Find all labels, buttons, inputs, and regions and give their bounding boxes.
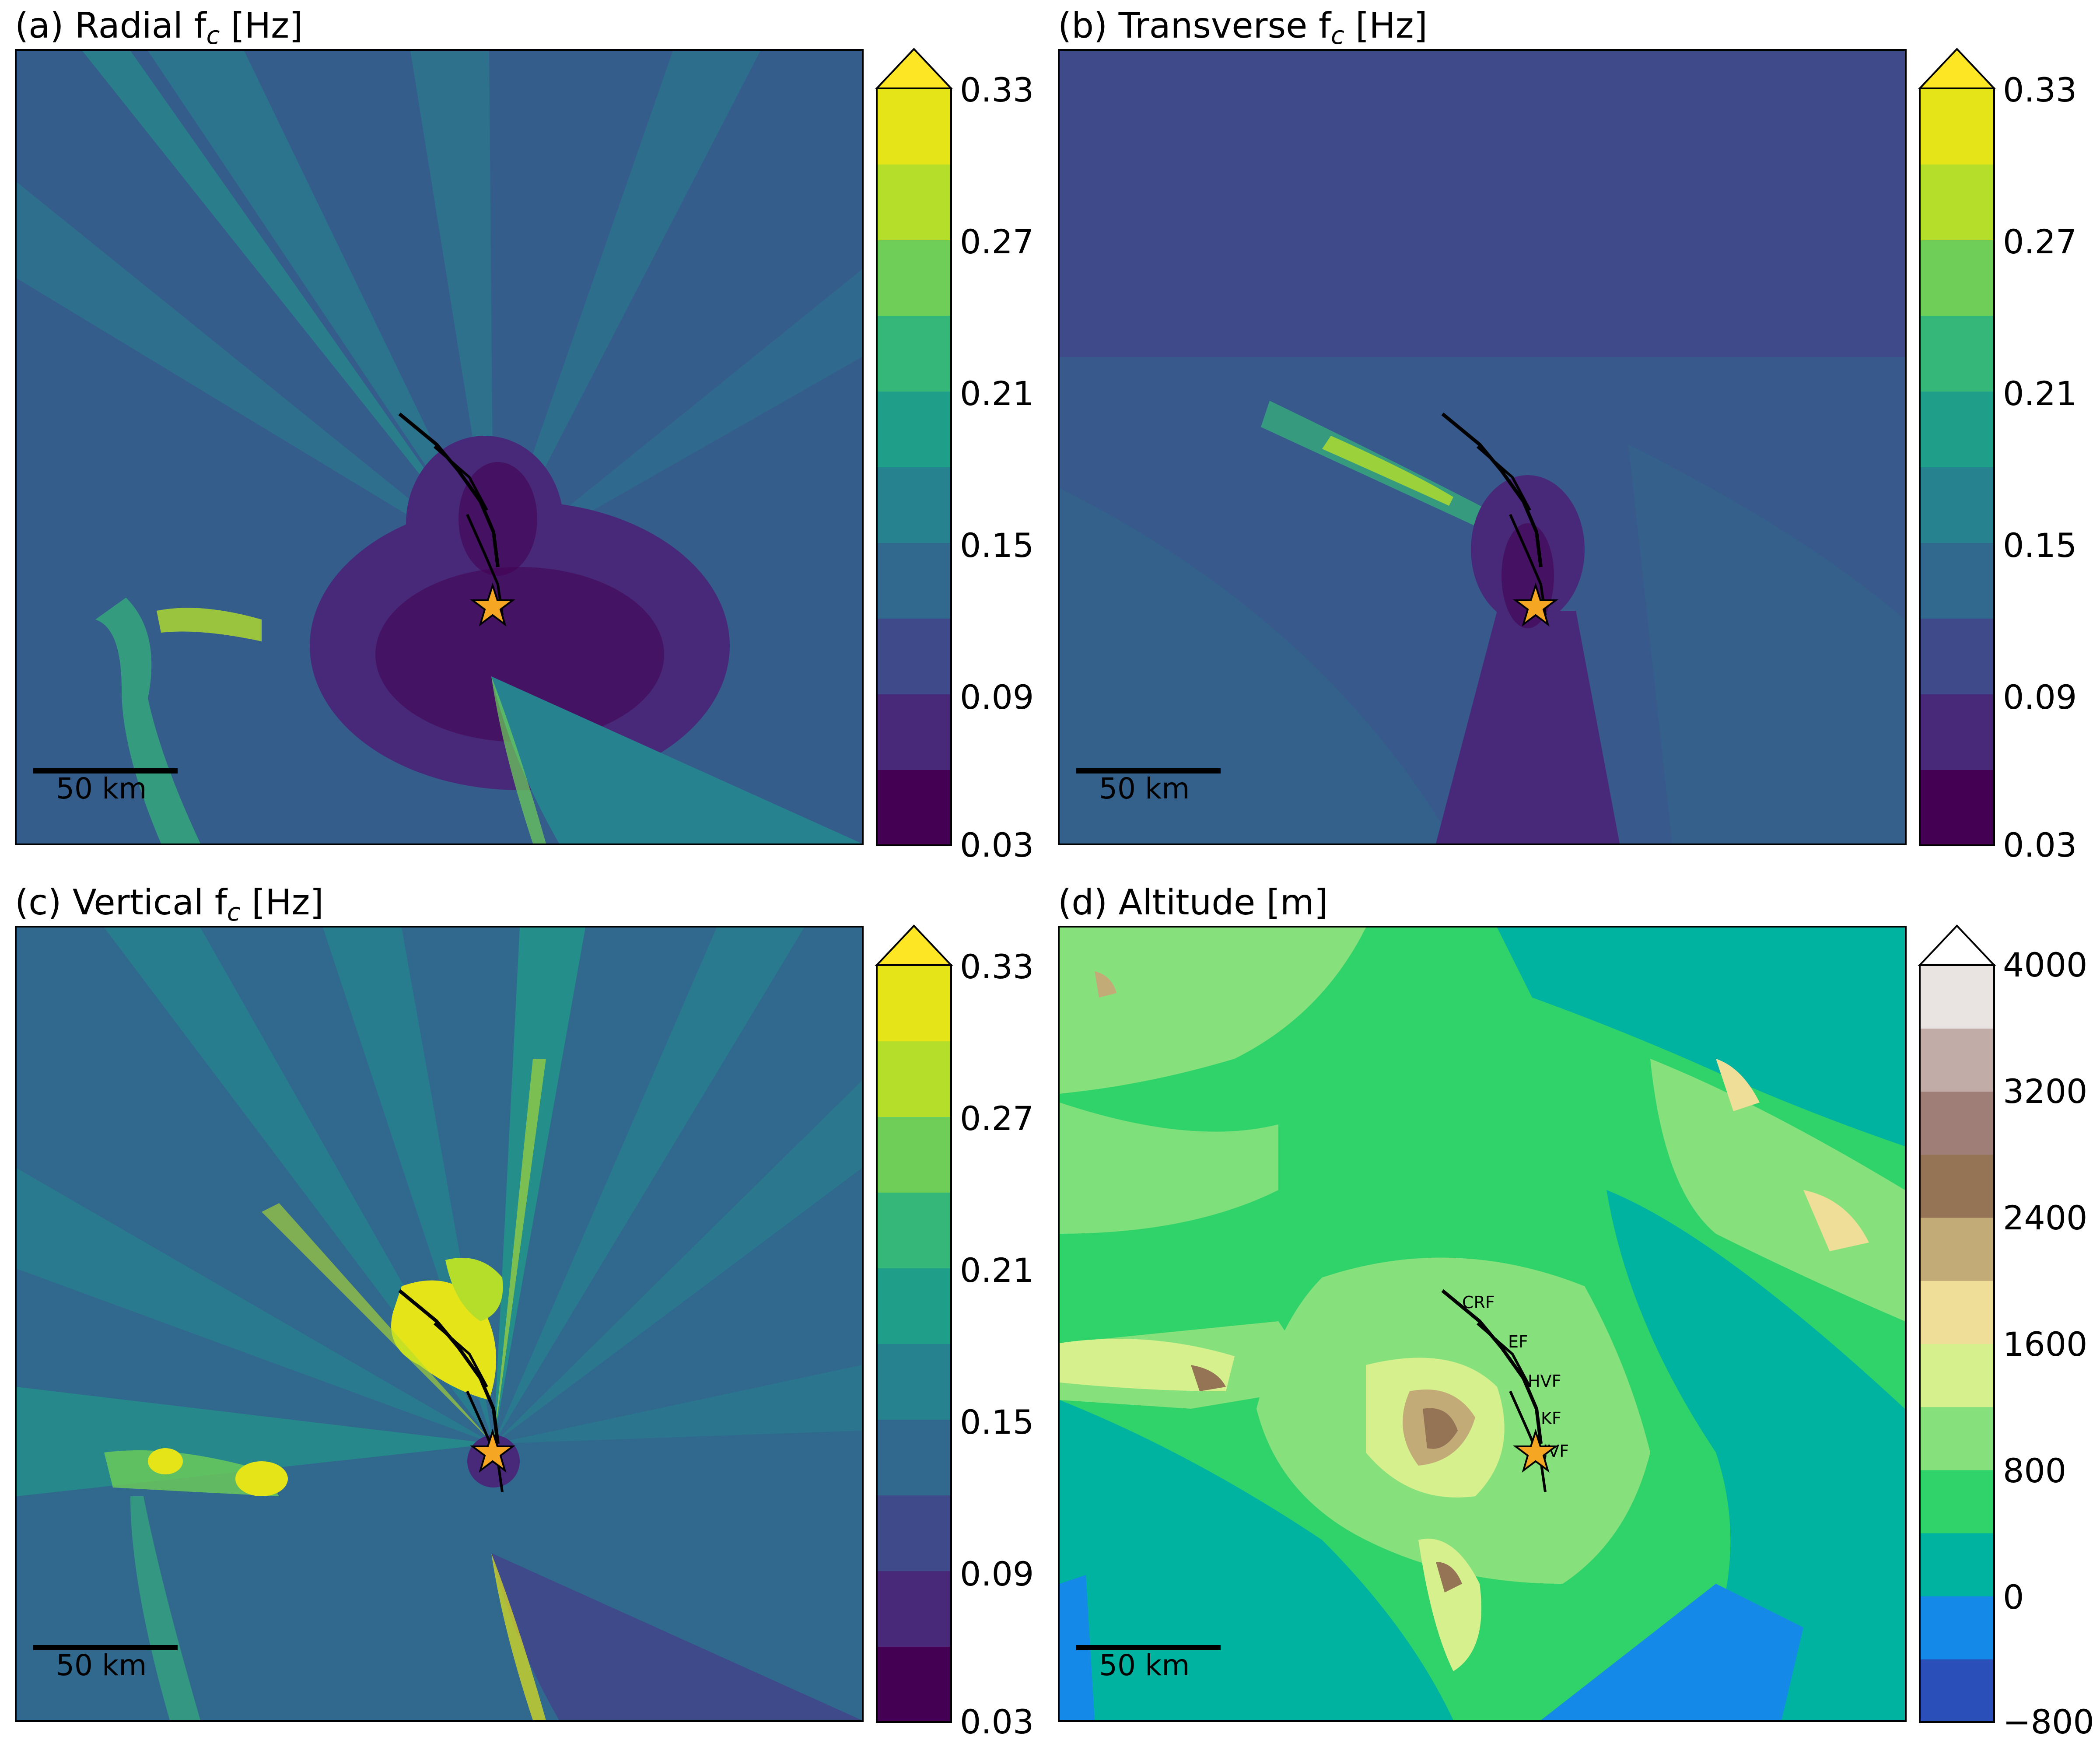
panel-c-title: (c) Vertical fc [Hz]: [15, 882, 324, 927]
scale-bar-label: 50 km: [1099, 1648, 1190, 1682]
fault-label-crf: CRF: [1462, 1293, 1495, 1312]
colorbar-segment: [1920, 618, 1994, 694]
colorbar-segment: [1920, 88, 1994, 164]
epicenter-star-d: [1513, 1428, 1558, 1473]
panel-a-title: (a) Radial fc [Hz]: [15, 5, 303, 50]
colorbar-segment: [1920, 1028, 1994, 1092]
colorbar-segment: [877, 618, 951, 694]
colorbar-segment: [1920, 965, 1994, 1029]
colorbar-extend-triangle: [1918, 48, 1996, 89]
epicenter-star-a: [470, 582, 515, 627]
colorbar-segment: [877, 1041, 951, 1117]
panel-b-title: (b) Transverse fc [Hz]: [1058, 5, 1428, 50]
panel-d-title: (d) Altitude [m]: [1058, 882, 1328, 923]
colorbar-a: [875, 48, 953, 846]
colorbar-segment: [877, 1495, 951, 1571]
colorbar-segment: [1920, 315, 1994, 392]
colorbar-segment: [1920, 1596, 1994, 1659]
colorbar-a-svg: [875, 48, 953, 846]
colorbar-segment: [1920, 240, 1994, 316]
colorbar-d-svg: [1918, 924, 1996, 1723]
colorbar-segment: [1920, 391, 1994, 467]
colorbar-segment: [1920, 467, 1994, 543]
scale-bar-label: 50 km: [56, 1648, 147, 1682]
colorbar-segment: [877, 1646, 951, 1722]
colorbar-d: [1918, 924, 1996, 1723]
colorbar-segment: [877, 391, 951, 467]
colorbar-segment: [1920, 1091, 1994, 1155]
colorbar-outline: [1919, 88, 1995, 846]
colorbar-segment: [877, 164, 951, 240]
fault-label-hvf: HVF: [1528, 1372, 1561, 1391]
colorbar-segment: [877, 1344, 951, 1420]
colorbar-c-svg: [875, 924, 953, 1723]
colorbar-segment: [1920, 1154, 1994, 1218]
colorbar-segment: [1920, 770, 1994, 846]
colorbar-extend-triangle: [875, 48, 953, 89]
colorbar-b-svg: [1918, 48, 1996, 846]
scale-bar-label: 50 km: [1099, 772, 1190, 805]
colorbar-segment: [877, 1571, 951, 1647]
colorbar-segment: [1920, 164, 1994, 240]
colorbar-segment: [1920, 1659, 1994, 1722]
colorbar-outline: [876, 964, 952, 1723]
colorbar-segment: [877, 1192, 951, 1268]
colorbar-b: [1918, 48, 1996, 846]
colorbar-segment: [877, 1419, 951, 1495]
panel-c-map: 50 km: [15, 926, 864, 1722]
colorbar-segment: [1920, 1533, 1994, 1596]
colorbar-segment: [1920, 1280, 1994, 1344]
panel-b-map: 50 km: [1058, 49, 1907, 845]
colorbar-extend-triangle: [875, 924, 953, 966]
panel-a-map: 50 km: [15, 49, 864, 845]
fault-label-kf: KF: [1541, 1409, 1561, 1428]
colorbar-segment: [877, 542, 951, 619]
colorbar-segment: [877, 770, 951, 846]
colorbar-extend-triangle: [1918, 924, 1996, 966]
fault-label-ef: EF: [1508, 1332, 1528, 1351]
colorbar-segment: [877, 694, 951, 770]
colorbar-segment: [1920, 1407, 1994, 1470]
epicenter-star-c: [470, 1428, 515, 1473]
colorbar-segment: [877, 315, 951, 392]
colorbar-segment: [877, 1268, 951, 1344]
colorbar-segment: [877, 467, 951, 543]
colorbar-segment: [877, 965, 951, 1041]
colorbar-segment: [1920, 542, 1994, 619]
colorbar-segment: [1920, 1344, 1994, 1407]
panel-d-map: CRF EF HVF KF JVF 50 km: [1058, 926, 1907, 1722]
epicenter-star-b: [1513, 582, 1558, 627]
colorbar-outline: [876, 88, 952, 846]
colorbar-segment: [1920, 694, 1994, 770]
colorbar-segment: [877, 1116, 951, 1193]
colorbar-segment: [877, 240, 951, 316]
colorbar-outline: [1919, 964, 1995, 1723]
scale-bar-label: 50 km: [56, 772, 147, 805]
colorbar-segment: [1920, 1217, 1994, 1281]
colorbar-segment: [1920, 1470, 1994, 1533]
colorbar-segment: [877, 88, 951, 164]
colorbar-c: [875, 924, 953, 1723]
